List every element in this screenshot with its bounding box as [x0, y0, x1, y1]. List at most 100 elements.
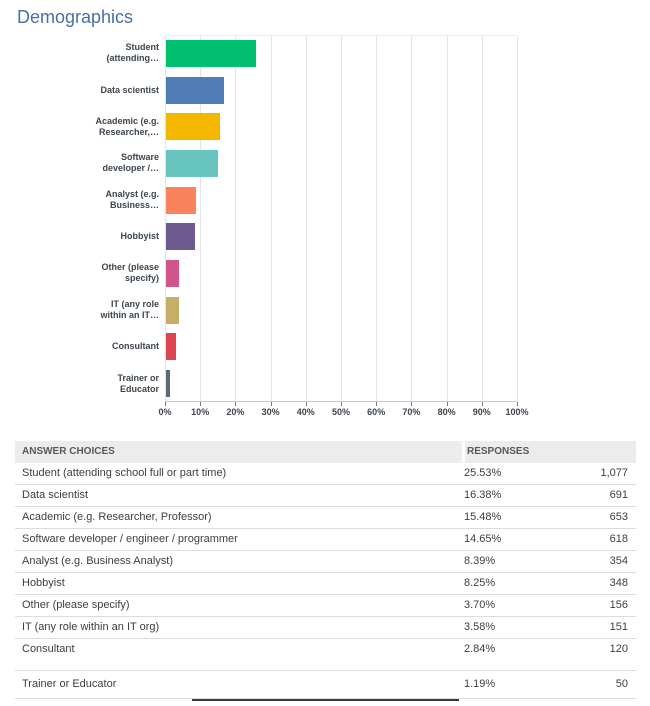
percent-cell: 3.58%	[464, 621, 496, 633]
x-axis: 0% 10% 20% 30% 40% 50% 60% 70% 80% 90% 100%	[0, 407, 650, 419]
gridline	[411, 36, 413, 401]
table-row: Student (attending school full or part t…	[15, 463, 636, 485]
bar	[166, 370, 171, 398]
bar-area	[165, 296, 517, 324]
category-label: Software developer /…	[102, 152, 159, 174]
count-cell: 156	[609, 599, 628, 611]
percent-cell: 8.39%	[464, 555, 496, 567]
count-cell: 151	[609, 621, 628, 633]
bar	[166, 223, 196, 251]
answer-cell: Trainer or Educator	[22, 678, 117, 690]
answer-cell: IT (any role within an IT org)	[22, 621, 160, 633]
percent-cell: 25.53%	[464, 467, 502, 479]
table-row: Trainer or Educator 1.19% 50	[15, 671, 636, 699]
bar	[166, 149, 218, 177]
percent-cell: 14.65%	[464, 533, 502, 545]
gridline	[341, 36, 342, 401]
answer-cell: Other (please specify)	[22, 599, 130, 611]
x-axis-tick-label: 0%	[158, 407, 172, 417]
category-label: Academic (e.g. Researcher,…	[95, 115, 159, 137]
gridline	[165, 36, 166, 401]
table-row: Analyst (e.g. Business Analyst) 8.39% 354	[15, 551, 636, 573]
answer-cell: Hobbyist	[22, 577, 65, 589]
x-axis-tick-label: 90%	[472, 407, 491, 417]
table-row: IT (any role within an IT org) 3.58% 151	[15, 617, 636, 639]
axis-tick-mark	[270, 402, 272, 406]
bar-area	[165, 39, 517, 67]
chart-row: Software developer /…	[0, 145, 517, 182]
x-axis-tick-label: 50%	[331, 407, 351, 417]
axis-tick-mark	[305, 402, 307, 406]
bar-area	[165, 76, 517, 104]
answer-cell: Data scientist	[22, 489, 89, 501]
bar-chart: Student (attending… Data scientist Academic…	[0, 35, 650, 417]
bar	[166, 186, 196, 214]
x-axis-tick-label: 70%	[402, 407, 421, 417]
bar-area	[165, 333, 517, 361]
bar	[166, 333, 176, 361]
x-axis-tick-label: 100%	[505, 407, 529, 417]
bar	[166, 296, 179, 324]
page-footer-divider	[192, 699, 459, 701]
percent-cell: 8.25%	[464, 577, 496, 589]
bar-area	[165, 370, 517, 398]
axis-tick-mark	[165, 402, 166, 406]
x-axis-tick-label: 10%	[191, 407, 210, 417]
percent-cell: 1.19%	[464, 678, 496, 690]
x-axis-tick-label: 40%	[296, 407, 315, 417]
count-cell: 653	[609, 511, 628, 523]
axis-tick-mark	[481, 402, 483, 406]
count-cell: 120	[609, 643, 628, 655]
table-body: Student (attending school full or part t…	[15, 463, 636, 699]
plot-area	[165, 35, 518, 406]
category-label: Data scientist	[100, 84, 159, 95]
category-label: IT (any role within an IT…	[100, 299, 160, 321]
answer-choices-table: ANSWER CHOICES RESPONSES Student (attend…	[15, 441, 636, 699]
chart-row: IT (any role within an IT…	[0, 292, 517, 329]
chart-row: Hobbyist	[0, 218, 517, 255]
table-row: Consultant 2.84% 120	[15, 639, 636, 671]
table-row: Hobbyist 8.25% 348	[15, 573, 636, 595]
percent-cell: 15.48%	[464, 511, 502, 523]
category-label: Other (please specify)	[101, 262, 159, 284]
answer-cell: Analyst (e.g. Business Analyst)	[22, 555, 174, 567]
table-header-row: ANSWER CHOICES RESPONSES	[15, 441, 636, 463]
gridline	[446, 36, 448, 401]
category-label: Consultant	[112, 341, 159, 352]
table-row: Academic (e.g. Researcher, Professor) 15.…	[15, 507, 636, 529]
chart-row: Student (attending…	[0, 35, 517, 72]
bar	[166, 259, 180, 287]
axis-tick-mark	[341, 402, 342, 406]
column-header-responses: RESPONSES	[462, 441, 636, 463]
gridline	[376, 36, 378, 401]
bar	[166, 39, 256, 67]
count-cell: 1,077	[600, 467, 628, 479]
axis-tick-mark	[376, 402, 378, 406]
category-label: Trainer or Educator	[117, 372, 159, 394]
bar-area	[165, 186, 517, 214]
count-cell: 50	[615, 678, 628, 690]
answer-cell: Software developer / engineer / programm…	[22, 533, 238, 545]
bar-area	[165, 259, 517, 287]
count-cell: 354	[609, 555, 628, 567]
axis-tick-mark	[446, 402, 448, 406]
count-cell: 618	[609, 533, 628, 545]
x-axis-tick-label: 80%	[437, 407, 456, 417]
chart-row: Other (please specify)	[0, 255, 517, 292]
percent-cell: 16.38%	[464, 489, 502, 501]
table-row: Software developer / engineer / programm…	[15, 529, 636, 551]
chart-row: Trainer or Educator	[0, 365, 517, 402]
count-cell: 348	[609, 577, 628, 589]
chart-row: Analyst (e.g. Business…	[0, 182, 517, 219]
percent-cell: 2.84%	[464, 643, 496, 655]
axis-tick-mark	[411, 402, 413, 406]
gridline	[235, 36, 237, 401]
percent-cell: 3.70%	[464, 599, 496, 611]
column-header-answer-choices: ANSWER CHOICES	[22, 446, 115, 457]
gridline	[270, 36, 272, 401]
answer-cell: Consultant	[22, 643, 75, 655]
count-cell: 691	[609, 489, 628, 501]
table-row: Data scientist 16.38% 691	[15, 485, 636, 507]
category-label: Hobbyist	[120, 231, 159, 242]
gridline	[200, 36, 202, 401]
